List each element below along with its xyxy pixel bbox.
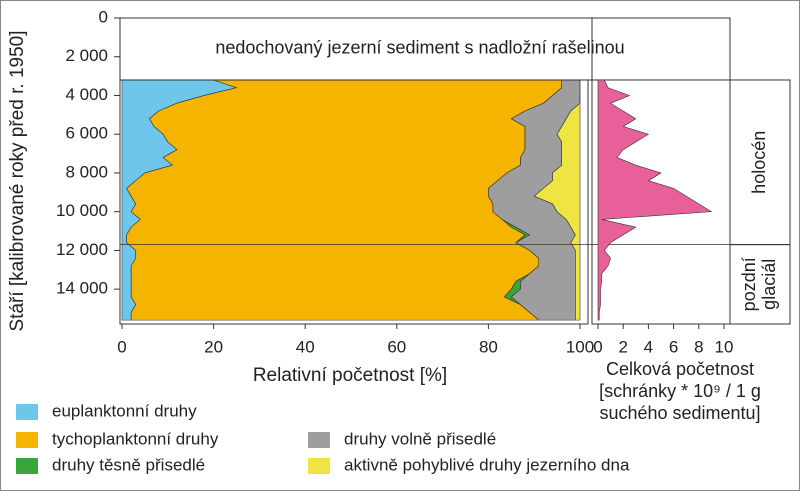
legend-swatch: [16, 404, 38, 420]
legend-swatch: [16, 432, 38, 448]
annotation: nedochovaný jezerní sediment s nadložní …: [215, 38, 624, 58]
legend-swatch: [16, 458, 38, 474]
x-tick-label: 20: [204, 337, 223, 356]
legend-label: druhy volně přisedlé: [344, 429, 496, 448]
area: [533, 79, 581, 321]
area: [597, 79, 713, 321]
y-tick-label: 4 000: [65, 85, 108, 104]
legend-label: euplanktonní druhy: [52, 401, 197, 420]
zone-label: glaciál: [759, 259, 779, 310]
y-tick-label: 8 000: [65, 162, 108, 181]
x-tick-label: 2: [618, 337, 627, 356]
x-axis-label: suchého sedimentu]: [599, 403, 760, 423]
y-tick-label: 2 000: [65, 46, 108, 65]
legend-label: druhy těsně přisedlé: [52, 455, 205, 474]
x-axis-label: Celková početnost: [606, 359, 754, 379]
x-tick-label: 60: [387, 337, 406, 356]
x-tick-label: 80: [479, 337, 498, 356]
plot-frame: [591, 17, 731, 325]
x-tick-label: 0: [117, 337, 126, 356]
x-tick-label: 8: [694, 337, 703, 356]
zone-label: holocén: [749, 131, 769, 194]
x-tick-label: 10: [715, 337, 734, 356]
legend-label: tychoplanktonní druhy: [52, 429, 219, 448]
x-tick-label: 40: [296, 337, 315, 356]
legend-label: aktivně pohyblivé druhy jezerního dna: [344, 455, 630, 474]
y-axis-label: Stáří [kalibrované roky před r. 1950]: [7, 31, 28, 332]
y-tick-label: 10 000: [56, 201, 108, 220]
x-tick-label: 100: [566, 337, 594, 356]
x-axis-label: [schránky * 10⁹ / 1 g: [599, 381, 761, 401]
legend-swatch: [308, 432, 330, 448]
legend-swatch: [308, 458, 330, 474]
x-tick-label: 6: [669, 337, 678, 356]
annotation-box: [119, 17, 731, 81]
zone-label: pozdní: [739, 257, 759, 311]
x-tick-label: 0: [593, 337, 602, 356]
y-tick-label: 0: [99, 7, 108, 26]
y-tick-label: 12 000: [56, 240, 108, 259]
x-tick-label: 4: [644, 337, 653, 356]
y-tick-label: 6 000: [65, 124, 108, 143]
x-axis-label: Relativní početnost [%]: [253, 365, 447, 386]
y-tick-label: 14 000: [56, 279, 108, 298]
